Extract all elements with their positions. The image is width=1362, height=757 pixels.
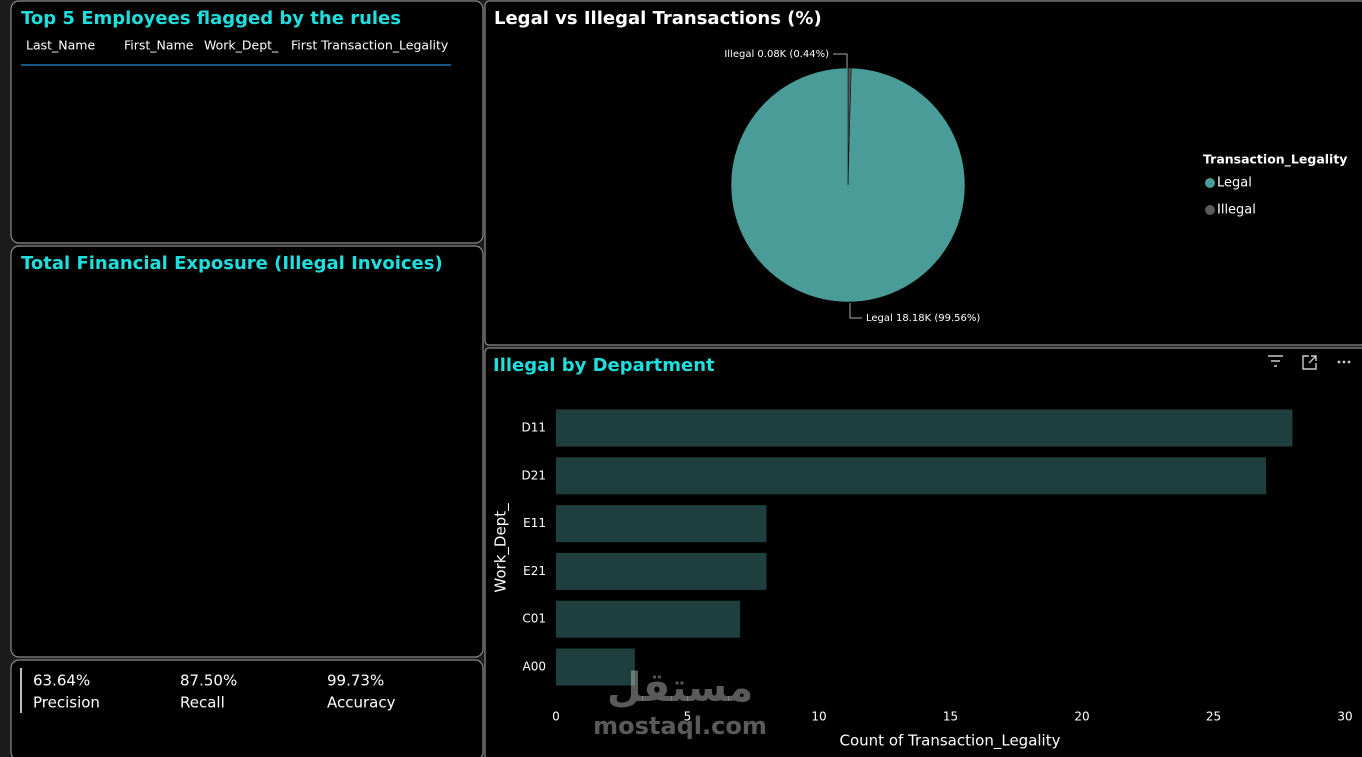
legend-title: Transaction_Legality: [1203, 152, 1347, 168]
column-header: First_Name: [124, 38, 194, 53]
x-tick-label: 30: [1337, 710, 1352, 724]
y-tick-label: A00: [523, 660, 546, 674]
data-label: Illegal 0.08K (0.44%): [724, 49, 829, 60]
column-header: Last_Name: [26, 38, 95, 53]
x-tick-label: 5: [684, 710, 692, 724]
panel-title: Top 5 Employees flagged by the rules: [21, 8, 401, 29]
y-tick-label: D11: [521, 421, 546, 435]
pie-slice: [730, 67, 966, 303]
chart-title: Illegal by Department: [493, 355, 715, 376]
panel-title: Total Financial Exposure (Illegal Invoic…: [21, 253, 443, 274]
bar-panel: [484, 347, 1362, 757]
bar: [556, 552, 767, 590]
focus-icon[interactable]: [1302, 355, 1317, 370]
legend-label: Legal: [1217, 176, 1252, 191]
kpi-label: Accuracy: [327, 694, 396, 712]
legend-marker: [1205, 178, 1215, 188]
legend-label: Illegal: [1217, 203, 1256, 218]
kpi-label: Recall: [180, 694, 225, 712]
chart-title: Legal vs Illegal Transactions (%): [494, 8, 822, 29]
bar: [556, 648, 635, 686]
column-header: Work_Dept_: [204, 38, 279, 53]
exposure-panel: [10, 245, 484, 658]
leader-line: [833, 53, 848, 68]
watermark-arabic: مستقل: [607, 665, 753, 711]
y-tick-label: E21: [523, 564, 546, 578]
x-tick-label: 15: [943, 710, 958, 724]
bar: [556, 505, 767, 543]
x-tick-label: 20: [1074, 710, 1089, 724]
y-tick-label: E11: [523, 516, 546, 530]
x-tick-label: 25: [1206, 710, 1221, 724]
kpi-value: 99.73%: [327, 672, 384, 690]
y-axis-title: Work_Dept_: [492, 503, 511, 593]
kpi-label: Precision: [33, 694, 100, 712]
filter-icon[interactable]: [1268, 355, 1283, 367]
column-header: First Transaction_Legality: [291, 38, 449, 53]
x-tick-label: 10: [811, 710, 826, 724]
bar: [556, 457, 1267, 495]
more-icon[interactable]: [1337, 360, 1351, 364]
watermark-latin: mostaql.com: [593, 712, 767, 740]
kpi-panel: [10, 659, 484, 757]
x-axis-title: Count of Transaction_Legality: [840, 732, 1061, 751]
bar: [556, 600, 741, 638]
table-panel: [10, 0, 484, 244]
y-tick-label: C01: [522, 612, 546, 626]
x-tick-label: 0: [552, 710, 560, 724]
bar: [556, 409, 1293, 447]
bar-panel-icons[interactable]: [1268, 355, 1351, 370]
kpi-value: 87.50%: [180, 672, 237, 690]
leader-line: [849, 303, 862, 319]
kpi-value: 63.64%: [33, 672, 90, 690]
legend-marker: [1205, 205, 1215, 215]
y-tick-label: D21: [521, 468, 546, 482]
data-label: Legal 18.18K (99.56%): [866, 313, 980, 324]
